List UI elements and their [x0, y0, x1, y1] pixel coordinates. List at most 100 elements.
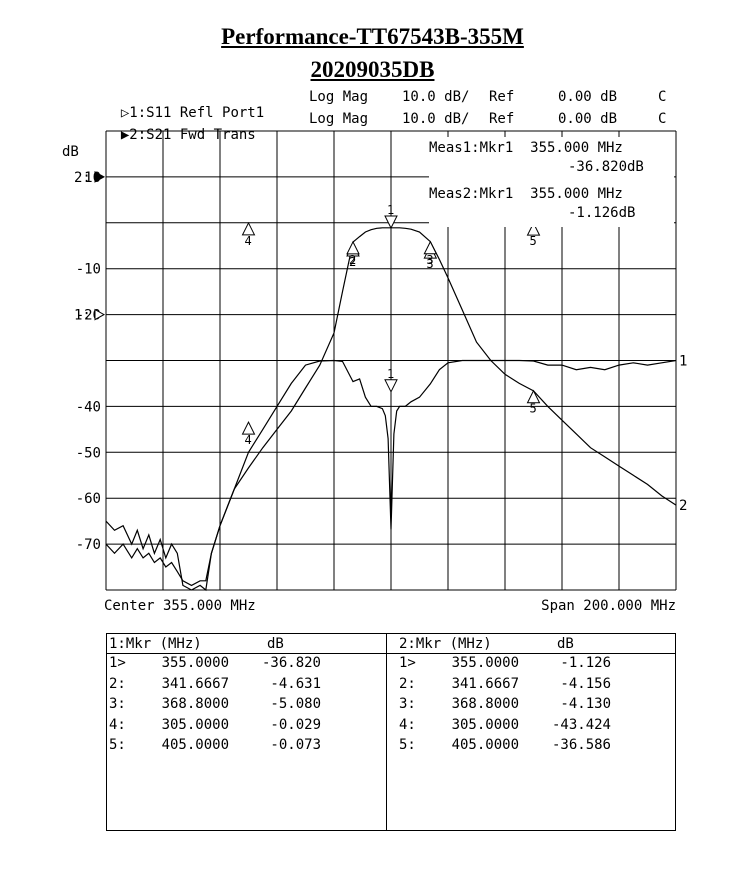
marker-db: -4.156: [560, 675, 611, 692]
marker-id: 3:: [109, 696, 126, 712]
table-row: 3: 368.8000 -4.130: [399, 696, 675, 717]
trace-scale-s21: 10.0 dB/: [402, 111, 470, 127]
marker-frequency: 368.8000: [451, 696, 519, 712]
meas1-line2: -36.820dB: [568, 159, 644, 175]
marker-frequency: 341.6667: [161, 675, 229, 692]
trace-marker-s21-icon: ▶: [120, 127, 130, 143]
trace-marker-s11-icon: ▷: [120, 105, 130, 121]
ref-level-label: 2:: [74, 170, 91, 186]
marker-id: 5:: [109, 737, 126, 753]
marker-db: -1.126: [560, 655, 611, 671]
marker-table-s11: 1:Mkr (MHz) dB 1> 355.0000 -36.820 2: 341.666…: [109, 636, 385, 758]
marker-id: 3:: [399, 696, 416, 712]
marker-table-s21-header: 2:Mkr (MHz) dB: [399, 636, 675, 655]
chart-subtitle: 20209035DB: [310, 57, 435, 82]
table-row: 1> 355.0000 -1.126: [399, 655, 675, 676]
trace-ref-label-s21: Ref: [489, 111, 515, 127]
header-db: dB: [557, 636, 574, 652]
marker-id: 2:: [399, 675, 416, 692]
marker-table-s21: 2:Mkr (MHz) dB 1> 355.0000 -1.126 2: 341.6667…: [399, 636, 675, 758]
table-header-divider: [107, 653, 675, 654]
marker-id: 1>: [399, 655, 416, 671]
trace-header-s11: ▷1:S11 Refl Port1: [104, 89, 264, 121]
marker-table-s11-header: 1:Mkr (MHz) dB: [109, 636, 385, 655]
table-row: 5: 405.0000 -36.586: [399, 737, 675, 758]
meas2-line1: Meas2:Mkr1 355.000 MHz: [429, 186, 623, 202]
marker-id-label: 5: [530, 234, 537, 248]
marker-db: -43.424: [551, 716, 611, 733]
y-tick-label: -10: [76, 262, 101, 278]
header-db: dB: [267, 636, 284, 652]
table-row: 2: 341.6667 -4.156: [399, 676, 675, 697]
marker-id-label: 1: [387, 367, 394, 381]
trace-format-s11: Log Mag: [309, 89, 369, 105]
header-mkr: 2:Mkr (MHz): [399, 636, 492, 652]
trace-flag-s11: C: [658, 89, 667, 105]
marker-triangle-icon: [526, 389, 541, 404]
marker-db: -36.586: [551, 737, 611, 753]
table-row: 4: 305.0000 -0.029: [109, 717, 385, 738]
marker-db: -36.820: [261, 655, 321, 671]
marker-table: 1:Mkr (MHz) dB 1> 355.0000 -36.820 2: 341.666…: [106, 633, 676, 831]
marker-id-label: 1: [387, 203, 394, 217]
chart-traces: [105, 227, 677, 592]
center-frequency: Center 355.000 MHz: [104, 598, 256, 614]
marker-id: 4:: [399, 716, 416, 733]
marker-frequency: 405.0000: [451, 737, 519, 753]
marker-id-label: 3: [426, 257, 433, 271]
trace-ref-value-s11: 0.00 dB: [558, 89, 618, 105]
marker-id-label: 4: [245, 234, 252, 248]
meas-readout-bg: [429, 137, 674, 227]
marker-db: -4.130: [560, 696, 611, 712]
marker-db: -5.080: [270, 696, 321, 712]
table-row: 4: 305.0000 -43.424: [399, 717, 675, 738]
chart-title: Performance-TT67543B-355M: [221, 24, 524, 49]
trace-s21: [105, 227, 677, 587]
header-mkr: 1:Mkr (MHz): [109, 636, 202, 652]
marker-triangle-icon: [241, 420, 256, 435]
y-tick-label: -50: [76, 445, 101, 461]
marker-id: 4:: [109, 716, 126, 733]
marker-triangle-icon: [423, 240, 438, 255]
sparam-chart: 12 34 512 345 10-10-20-40-50-60-702:1:12 Me…: [62, 130, 687, 614]
marker-db: -0.029: [270, 716, 321, 733]
y-tick-label: -70: [76, 537, 101, 553]
chart-markers: 12 34 512 345: [241, 203, 541, 447]
trace-s11: [105, 359, 677, 592]
marker-frequency: 368.8000: [161, 696, 229, 712]
table-column-divider: [386, 634, 387, 830]
marker-db: -0.073: [270, 737, 321, 753]
marker-triangle-icon: [526, 222, 541, 236]
span-frequency: Span 200.000 MHz: [541, 598, 676, 614]
marker-id: 2:: [109, 675, 126, 692]
ref-level-label: 1:: [74, 308, 91, 324]
table-row: 3: 368.8000 -5.080: [109, 696, 385, 717]
y-tick-label: -60: [76, 491, 101, 507]
marker-frequency: 305.0000: [161, 716, 229, 733]
marker-frequency: 355.0000: [161, 655, 229, 671]
marker-id-label: 2: [349, 253, 356, 267]
marker-frequency: 341.6667: [451, 675, 519, 692]
marker-id-label: 2: [349, 255, 356, 269]
trace-flag-s21: C: [658, 111, 667, 127]
marker-id-label: 4: [245, 433, 252, 447]
marker-triangle-icon: [384, 379, 398, 393]
marker-triangle-icon: [241, 221, 256, 236]
chart-axis-labels: 10-10-20-40-50-60-702:1:12: [74, 170, 687, 553]
y-tick-label: -40: [76, 399, 101, 415]
table-row: 5: 405.0000 -0.073: [109, 737, 385, 758]
ref-arrow-open-icon: [94, 308, 106, 321]
table-row: 1> 355.0000 -36.820: [109, 655, 385, 676]
marker-db: -4.631: [270, 675, 321, 692]
ref-arrow-filled-icon: [94, 171, 106, 183]
meas1-line1: Meas1:Mkr1 355.000 MHz: [429, 140, 623, 156]
table-row: 2: 341.6667 -4.631: [109, 676, 385, 697]
marker-id-label: 3: [426, 253, 433, 267]
marker-triangle-icon: [346, 240, 360, 255]
trace-ref-label-s11: Ref: [489, 89, 515, 105]
trace-ref-value-s21: 0.00 dB: [558, 111, 618, 127]
trace-scale-s11: 10.0 dB/: [402, 89, 470, 105]
marker-triangle-icon: [384, 215, 398, 230]
marker-frequency: 355.0000: [451, 655, 519, 671]
marker-id: 5:: [399, 737, 416, 753]
